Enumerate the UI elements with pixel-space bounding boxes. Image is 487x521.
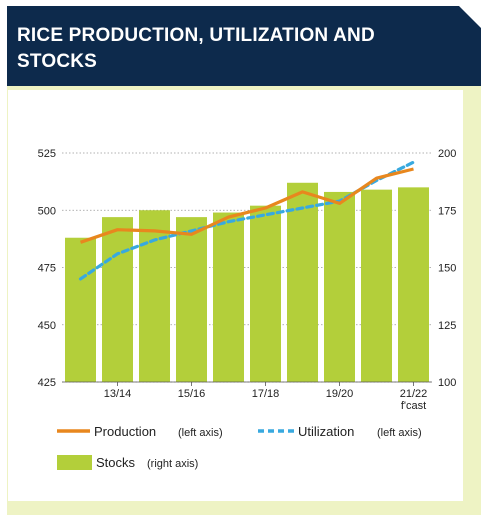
corner-notch	[459, 6, 481, 28]
x-axis-tick-label: 19/20	[326, 388, 354, 400]
legend-utilization-label: Utilization	[298, 424, 354, 439]
left-axis-tick-label: 500	[38, 205, 56, 217]
stocks-bar	[361, 189, 392, 382]
legend-stocks-label: Stocks	[96, 455, 136, 470]
x-axis-tick-label: 13/14	[104, 388, 132, 400]
stocks-bar	[65, 237, 96, 382]
legend-stocks-swatch	[57, 455, 92, 470]
x-axis-tick-label: 15/16	[178, 388, 206, 400]
right-axis-tick-label: 150	[438, 263, 456, 275]
left-axis-tick-label: 525	[38, 148, 56, 160]
stocks-bar	[213, 212, 244, 382]
left-axis-tick-label: 475	[38, 263, 56, 275]
legend-stocks-note: (right axis)	[147, 458, 198, 470]
x-axis-tick-label: 17/18	[252, 388, 280, 400]
stocks-bar	[287, 182, 318, 382]
stocks-bar	[250, 205, 281, 382]
legend-production-label: Production	[94, 424, 156, 439]
right-axis-tick-label: 125	[438, 320, 456, 332]
stocks-bar	[398, 187, 429, 382]
stocks-bar	[176, 217, 207, 382]
stocks-bar	[324, 191, 355, 382]
left-axis-tick-label: 425	[38, 377, 56, 389]
right-axis-tick-label: 100	[438, 377, 456, 389]
right-axis-tick-label: 175	[438, 205, 456, 217]
header-bar: RICE PRODUCTION, UTILIZATION AND STOCKS	[7, 6, 481, 86]
production-line	[79, 167, 414, 244]
stocks-bar	[102, 217, 133, 382]
legend-utilization-note: (left axis)	[377, 427, 422, 439]
legend-production-note: (left axis)	[178, 427, 223, 439]
x-axis-tick-label: 21/22	[400, 388, 428, 400]
right-axis-tick-label: 200	[438, 148, 456, 160]
chart-title: RICE PRODUCTION, UTILIZATION AND STOCKS	[17, 25, 375, 72]
x-axis-tick-label: f'cast	[401, 400, 426, 412]
left-axis-tick-label: 450	[38, 320, 56, 332]
